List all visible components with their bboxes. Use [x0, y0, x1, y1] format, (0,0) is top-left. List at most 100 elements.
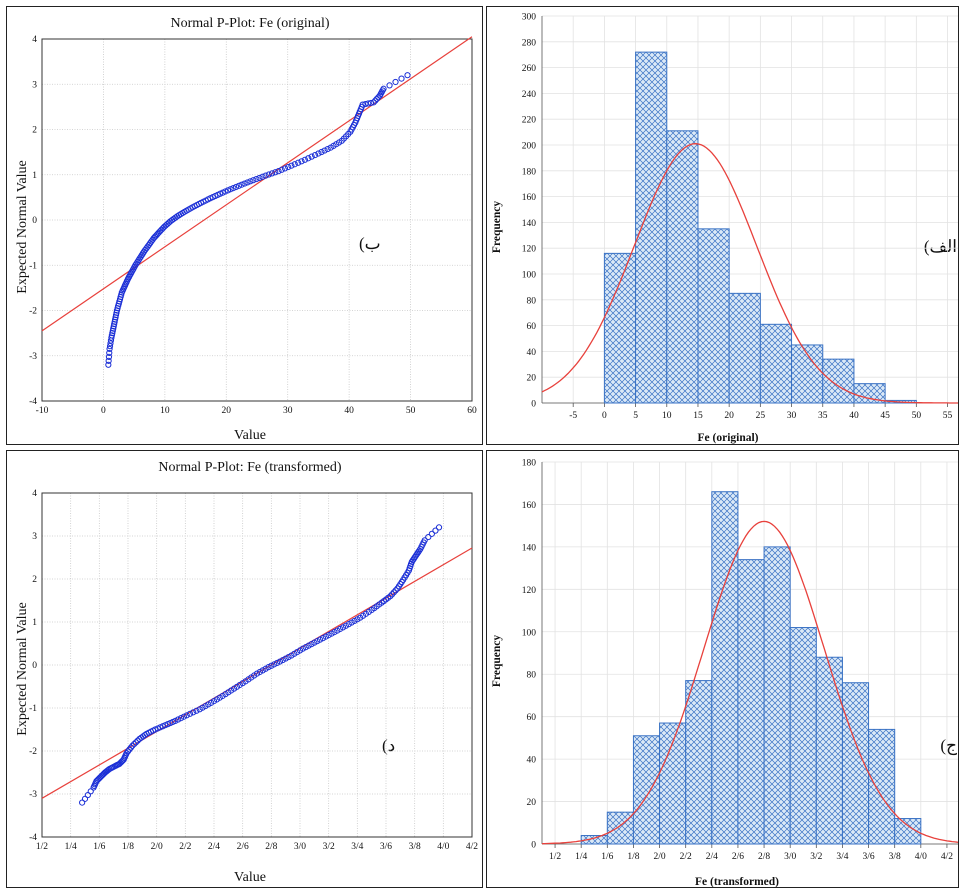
x-tick-label: 10	[160, 406, 170, 416]
x-axis-label: Value	[234, 428, 266, 443]
histogram-bar	[822, 358, 855, 404]
y-axis-label: Frequency	[491, 635, 503, 687]
fit-line	[41, 36, 473, 332]
data-point	[105, 361, 112, 368]
y-tick-label: 220	[522, 116, 537, 126]
data-point	[112, 311, 120, 319]
data-point	[105, 357, 112, 364]
x-tick-label: 15	[693, 411, 703, 421]
data-point	[380, 85, 387, 92]
data-point	[227, 186, 234, 193]
y-tick-label: 180	[522, 459, 537, 469]
data-point	[262, 172, 269, 179]
data-point	[278, 166, 285, 173]
data-point	[190, 709, 197, 716]
x-tick-label: 3/0	[784, 852, 796, 862]
y-tick-label: 0	[531, 841, 536, 851]
data-point	[112, 316, 119, 323]
y-tick-label: 1	[32, 171, 37, 181]
data-point	[233, 183, 240, 191]
normal-curve	[541, 520, 958, 845]
x-tick-label: 2/4	[208, 842, 220, 852]
x-tick-label: 3/6	[380, 842, 392, 852]
data-point	[373, 95, 380, 103]
x-tick-label: 1/2	[36, 842, 48, 852]
data-point	[253, 175, 260, 183]
y-tick-label: 160	[522, 193, 537, 203]
x-tick-label: 2/8	[265, 842, 277, 852]
data-point	[106, 349, 113, 357]
y-tick-label: -4	[29, 397, 37, 407]
data-point	[265, 171, 272, 178]
data-point	[180, 713, 187, 720]
x-tick-label: 4/0	[437, 842, 449, 852]
data-point	[110, 323, 117, 330]
y-tick-label: -2	[29, 747, 37, 757]
y-tick-label: 4	[32, 35, 37, 45]
x-tick-label: 3/4	[836, 852, 848, 862]
y-tick-label: 160	[522, 501, 537, 511]
x-tick-label: 50	[912, 411, 922, 421]
data-point	[134, 737, 141, 744]
data-point	[175, 716, 182, 723]
y-tick-label: 40	[527, 756, 537, 766]
y-tick-label: -4	[29, 833, 37, 843]
x-tick-label: 0	[602, 411, 607, 421]
x-tick-label: -10	[36, 406, 49, 416]
data-point	[230, 184, 237, 192]
data-point	[265, 664, 272, 671]
data-point	[241, 180, 248, 187]
chart-title: Normal P-Plot: Fe (transformed)	[158, 460, 341, 475]
histogram-bar	[666, 130, 699, 404]
histogram-bar	[759, 323, 793, 404]
data-point	[186, 710, 194, 717]
y-tick-label: 260	[522, 64, 537, 74]
x-tick-label: 3/0	[294, 842, 306, 852]
x-tick-label: 1/2	[549, 852, 561, 862]
data-point	[271, 661, 278, 668]
data-point	[308, 153, 315, 160]
data-point	[111, 320, 118, 328]
data-point	[435, 524, 443, 531]
y-tick-label: -2	[29, 307, 37, 317]
x-tick-label: 10	[662, 411, 672, 421]
data-point	[392, 587, 399, 594]
data-point	[111, 318, 118, 325]
histogram-bar	[632, 735, 661, 845]
data-point	[235, 182, 242, 189]
data-point	[177, 715, 185, 722]
histogram-bar	[868, 728, 896, 845]
y-tick-label: 0	[32, 661, 37, 671]
data-point	[106, 345, 113, 353]
histogram-bar	[737, 559, 765, 845]
x-tick-label: 50	[406, 406, 416, 416]
data-point	[129, 742, 136, 749]
histogram-bar	[815, 656, 843, 845]
histogram-bar	[711, 491, 739, 845]
x-tick-label: 1/8	[627, 852, 639, 862]
data-point	[273, 659, 281, 667]
x-tick-label: 30	[787, 411, 797, 421]
data-point	[321, 147, 328, 154]
x-tick-label: 2/6	[237, 842, 249, 852]
y-tick-label: 3	[32, 80, 37, 90]
y-tick-label: 240	[522, 90, 537, 100]
data-point	[172, 717, 179, 724]
panel-annotation: (الف	[924, 237, 957, 256]
data-point	[398, 75, 405, 82]
y-tick-label: 120	[522, 245, 537, 255]
data-point	[365, 100, 372, 107]
data-point	[108, 332, 115, 339]
x-tick-label: 3/8	[409, 842, 421, 852]
y-tick-label: -1	[29, 704, 37, 714]
x-tick-label: 3/8	[889, 852, 901, 862]
plot-frame	[41, 38, 473, 402]
data-point	[268, 662, 275, 669]
histogram-transformed-panel: Fe (transformed) Frequency (ج 0 20 40 60 80 1…	[486, 450, 959, 888]
histogram-bar	[603, 252, 637, 404]
chart-title: Normal P-Plot: Fe (original)	[170, 16, 329, 31]
data-point	[298, 158, 305, 165]
y-tick-label: 0	[531, 400, 536, 410]
y-tick-label: 140	[522, 543, 537, 553]
y-tick-label: 180	[522, 167, 537, 177]
